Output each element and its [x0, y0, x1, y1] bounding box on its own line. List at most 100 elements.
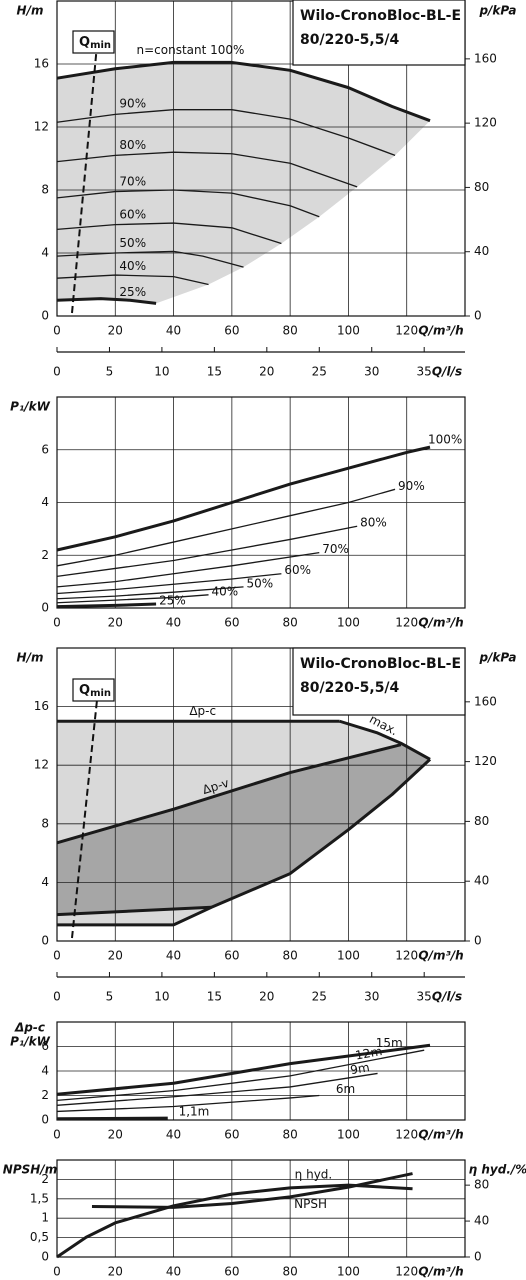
x-tick-label: 100: [337, 616, 360, 630]
curve: [56, 743, 402, 845]
plot-frame: [56, 647, 466, 942]
curve: [56, 445, 431, 552]
x-tick-label: 40: [166, 949, 181, 963]
x2-tick-label: 20: [259, 365, 274, 379]
x-tick-label: 60: [224, 324, 239, 338]
y-tick-label: 0: [41, 601, 49, 615]
y-tick-label: 12: [34, 758, 49, 772]
x-tick-label: 80: [283, 324, 298, 338]
x-tick-label: 0: [53, 616, 61, 630]
y2-tick-label: 120: [474, 754, 497, 768]
y-tick-label: 0,5: [30, 1230, 49, 1244]
x-tick-label: 120: [395, 324, 418, 338]
y2-tick-label: 0: [474, 934, 482, 948]
x-tick-label: 80: [283, 616, 298, 630]
x2-axis-label: Q/l/s: [432, 365, 462, 379]
chart-subtitle: 80/220-5,5/4: [300, 680, 400, 696]
x-tick-label: 40: [166, 324, 181, 338]
curve: [56, 297, 157, 305]
x2-tick-label: 35: [417, 990, 432, 1004]
curve-label: 40%: [212, 584, 239, 598]
curve-label: 80%: [360, 516, 387, 530]
operating-range: [57, 744, 431, 915]
x-tick-label: 60: [224, 1128, 239, 1142]
y2-axis-label: η hyd./%: [469, 1163, 526, 1177]
y2-tick-label: 40: [474, 874, 489, 888]
y-tick-label: 0: [41, 934, 49, 948]
qmin-sub: min: [90, 688, 111, 699]
x2-tick-label: 10: [154, 365, 169, 379]
y-axis-label: P₁/kW: [10, 1035, 50, 1049]
x-tick-label: 0: [53, 1265, 61, 1279]
title-box: [292, 0, 466, 66]
x-tick-label: 20: [108, 616, 123, 630]
x-tick-label: 60: [224, 1265, 239, 1279]
plot-frame: [56, 1021, 466, 1121]
curve: [56, 60, 431, 123]
x-tick-label: 20: [108, 949, 123, 963]
x-tick-label: 40: [166, 616, 181, 630]
qmin-q: Q: [79, 35, 90, 50]
x-tick-label: 20: [108, 1128, 123, 1142]
curve-label: 60%: [119, 208, 146, 222]
y-tick-label: 0: [41, 1113, 49, 1127]
x-tick-label: 120: [395, 616, 418, 630]
x-axis-label: Q/m³/h: [418, 616, 463, 630]
curve: [91, 1172, 413, 1209]
chart-title: Wilo-CronoBloc-BL-E: [300, 656, 461, 672]
y2-tick-label: 160: [474, 694, 497, 708]
curve-label: 25%: [119, 285, 146, 299]
y2-tick-label: 80: [474, 1178, 489, 1192]
x-tick-label: 100: [337, 1265, 360, 1279]
y-tick-label: 6: [41, 1039, 49, 1053]
x2-tick-label: 25: [312, 365, 327, 379]
y2-tick-label: 160: [474, 51, 497, 65]
y-tick-label: 4: [41, 495, 49, 509]
title-box: [292, 647, 466, 716]
x-tick-label: 120: [395, 1265, 418, 1279]
curve: [56, 1049, 425, 1102]
curve: [56, 1094, 320, 1113]
x2-tick-label: 25: [312, 990, 327, 1004]
plot-frame: [56, 1159, 466, 1258]
x-tick-label: 40: [166, 1128, 181, 1142]
curve-label: 25%: [159, 594, 186, 608]
curve: [56, 1043, 431, 1096]
curve: [56, 551, 320, 588]
x-tick-label: 60: [224, 616, 239, 630]
curve: [56, 602, 157, 609]
x2-tick-label: 35: [417, 365, 432, 379]
x-tick-label: 80: [283, 949, 298, 963]
y-tick-label: 4: [41, 246, 49, 260]
x-tick-label: 120: [395, 1128, 418, 1142]
qmin-q: Q: [79, 683, 90, 698]
plot-frame: [56, 0, 466, 317]
curve: [56, 905, 212, 917]
qmin-label: Qmin: [79, 683, 111, 700]
x-axis-label: Q/m³/h: [418, 324, 463, 338]
y2-tick-label: 0: [474, 309, 482, 323]
curve: [56, 189, 320, 218]
y-tick-label: 4: [41, 875, 49, 889]
x-tick-label: 120: [395, 949, 418, 963]
curve: [56, 274, 209, 286]
x-tick-label: 0: [53, 324, 61, 338]
y-tick-label: 8: [41, 816, 49, 830]
curve-label: 50%: [119, 236, 146, 250]
curve-label: 9m: [349, 1060, 370, 1077]
y2-tick-label: 80: [474, 814, 489, 828]
y2-axis-label: p/kPa: [478, 651, 516, 665]
y-tick-label: 8: [41, 183, 49, 197]
curve: [56, 222, 282, 245]
qmin-box: [72, 30, 115, 54]
curve: [56, 1072, 378, 1106]
curve-label: 80%: [119, 138, 146, 152]
y-tick-label: 0: [41, 1250, 49, 1264]
curve: [56, 594, 209, 604]
y-tick-label: 16: [34, 699, 49, 713]
curve: [56, 488, 396, 567]
x-axis-label: Q/m³/h: [418, 949, 463, 963]
curve: [56, 109, 396, 156]
qmin-sub: min: [90, 40, 111, 51]
